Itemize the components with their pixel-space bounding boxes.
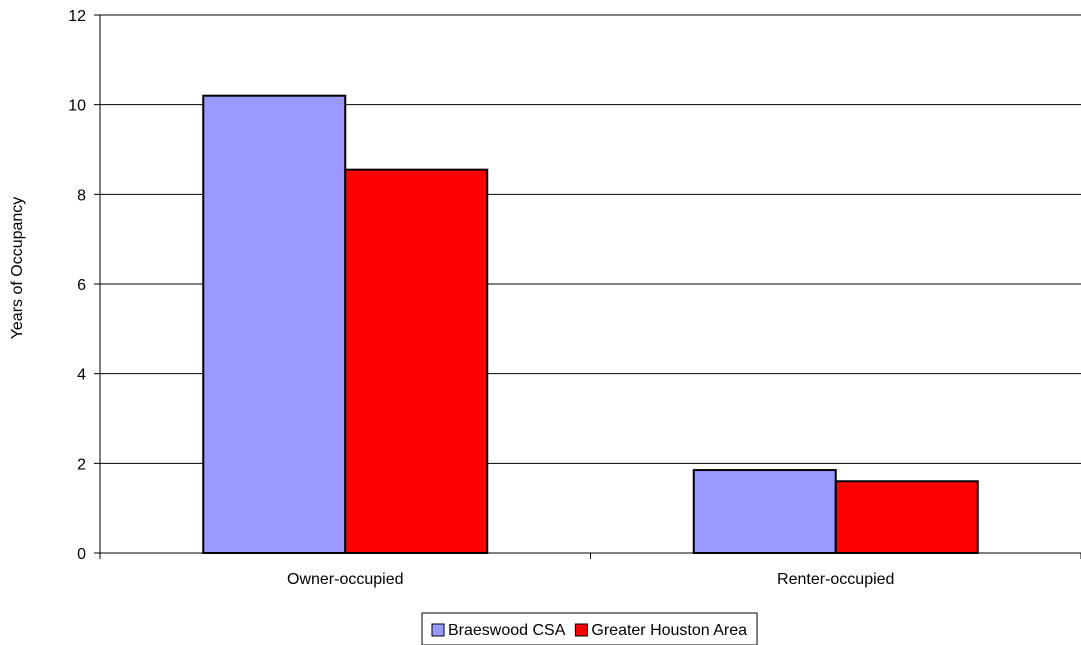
bar-greater-houston-area-owner-occupied <box>344 168 489 555</box>
y-tick-label: 0 <box>77 546 86 563</box>
bar-braeswood-csa-renter-occupied <box>692 469 837 554</box>
legend-swatch <box>574 623 588 637</box>
x-tick-label: Renter-occupied <box>777 571 894 588</box>
x-tick-labels: Owner-occupied Renter-occupied <box>287 571 894 588</box>
y-tick-label: 4 <box>77 367 86 384</box>
x-tick-label: Owner-occupied <box>287 571 404 588</box>
legend-box <box>421 612 758 645</box>
legend-label: Greater Houston Area <box>591 622 747 639</box>
y-tick-labels: 0 2 4 6 8 10 12 <box>68 8 86 563</box>
y-tick-label: 6 <box>77 277 86 294</box>
legend: Braeswood CSA Greater Houston Area <box>421 612 758 645</box>
y-tick-label: 8 <box>77 187 86 204</box>
y-tick-label: 2 <box>77 456 86 473</box>
axes <box>94 14 1081 559</box>
bar-braeswood-csa-owner-occupied <box>202 94 347 554</box>
bar-greater-houston-area-renter-occupied <box>834 480 979 554</box>
legend-swatch <box>431 623 445 637</box>
y-tick-label: 12 <box>68 8 86 25</box>
y-axis-title: Years of Occupancy <box>9 197 26 340</box>
bars <box>202 94 979 555</box>
legend-label: Braeswood CSA <box>448 622 566 639</box>
y-tick-label: 10 <box>68 98 86 115</box>
